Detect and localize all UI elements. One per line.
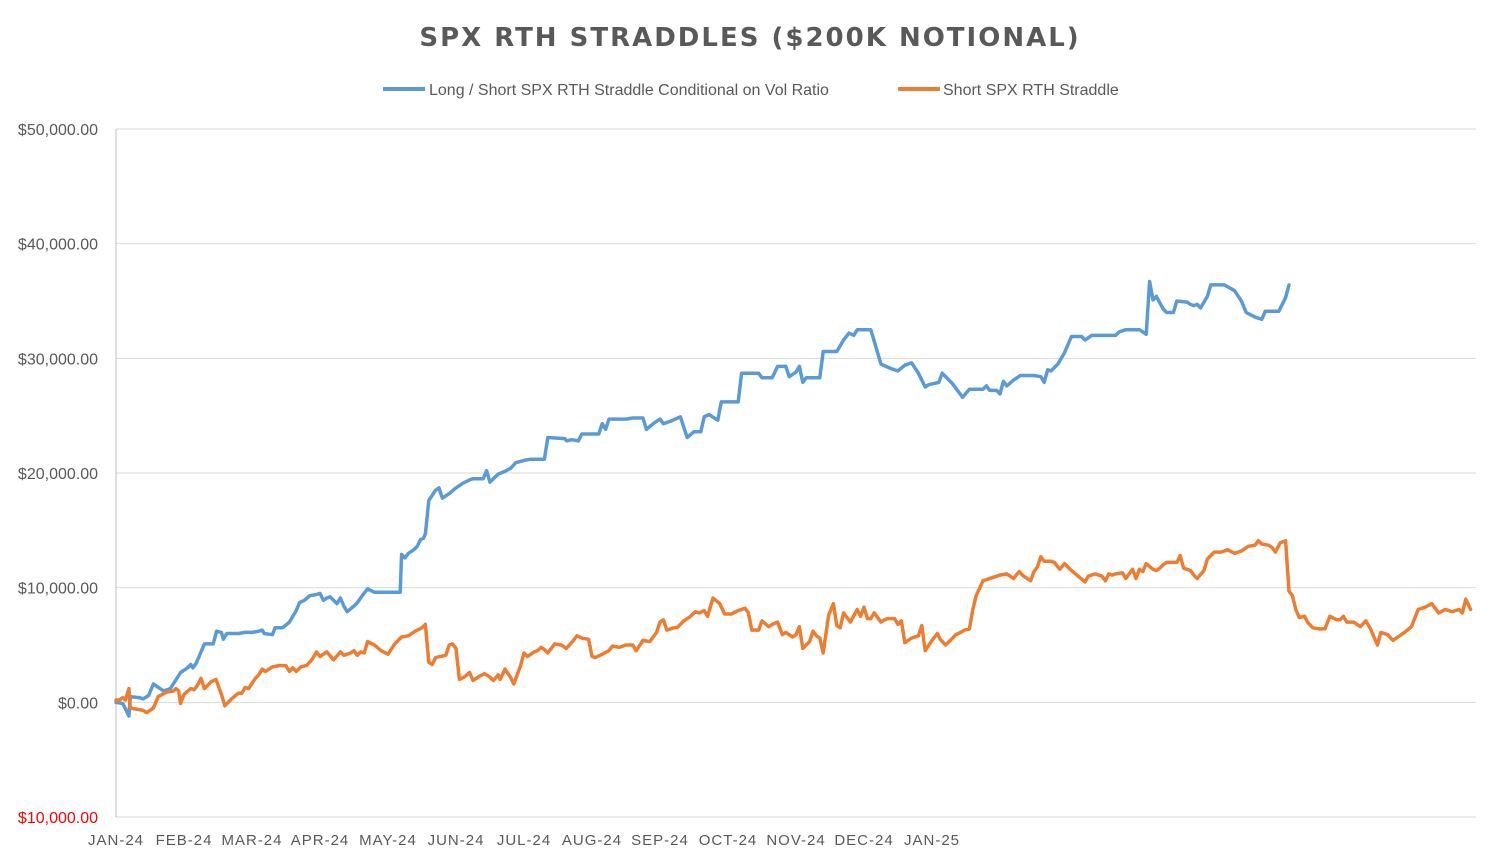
y-axis-ticks: $50,000.00 $40,000.00 $30,000.00 $20,000.00… [18, 122, 98, 827]
legend-label-short: Short SPX RTH Straddle [943, 82, 1119, 99]
y-tick-label: $30,000.00 [18, 351, 98, 368]
x-tick-label: AUG-24 [562, 832, 622, 849]
legend: Long / Short SPX RTH Straddle Conditiona… [383, 82, 1119, 99]
x-tick-label: OCT-24 [699, 832, 758, 849]
x-tick-label: DEC-24 [834, 832, 893, 849]
y-tick-label: $20,000.00 [18, 466, 98, 483]
x-tick-label: FEB-24 [156, 832, 213, 849]
y-tick-label: $40,000.00 [18, 237, 98, 254]
x-tick-label: JUL-24 [497, 832, 551, 849]
x-tick-label: SEP-24 [631, 832, 689, 849]
x-tick-label: JAN-25 [904, 832, 960, 849]
y-tick-label: $10,000.00 [18, 581, 98, 598]
x-tick-label: MAY-24 [359, 832, 417, 849]
y-tick-label: $0.00 [58, 695, 98, 712]
legend-label-long-short: Long / Short SPX RTH Straddle Conditiona… [429, 82, 829, 99]
series-lines [114, 279, 1473, 718]
series-line-short-straddle [114, 538, 1473, 715]
x-tick-label: JAN-24 [88, 832, 144, 849]
grid [115, 128, 1476, 818]
series-line-long-short [114, 279, 1291, 718]
y-tick-label: $10,000.00 [18, 810, 98, 827]
x-tick-label: JUN-24 [428, 832, 485, 849]
x-tick-label: APR-24 [291, 832, 350, 849]
x-axis-ticks: JAN-24 FEB-24 MAR-24 APR-24 MAY-24 JUN-24 JUL-… [88, 832, 960, 849]
chart-title: SPX RTH STRADDLES ($200K NOTIONAL) [419, 23, 1080, 53]
y-tick-label: $50,000.00 [18, 122, 98, 139]
x-tick-label: NOV-24 [766, 832, 825, 849]
x-tick-label: MAR-24 [221, 832, 282, 849]
